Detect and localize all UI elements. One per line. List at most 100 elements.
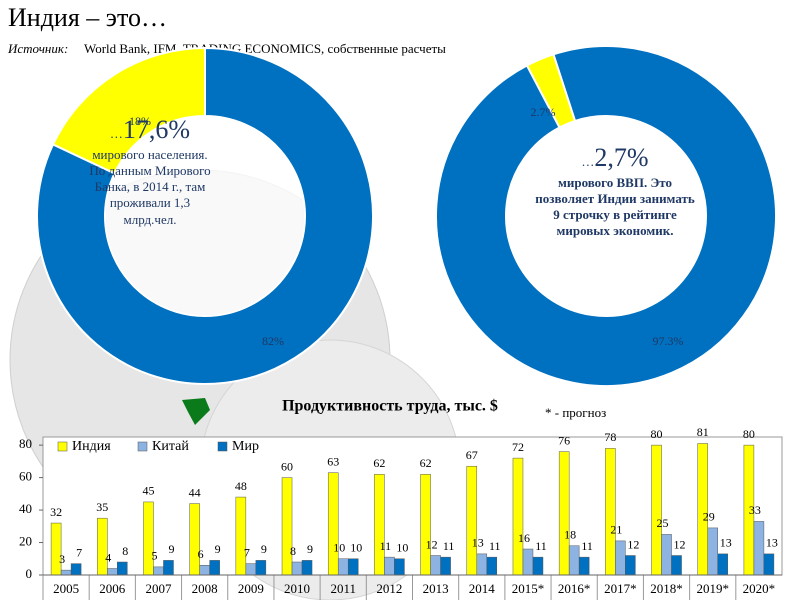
x-tick-label: 2013 <box>423 581 449 596</box>
x-tick-label: 2007 <box>145 581 172 596</box>
x-tick-label: 2015* <box>512 581 545 596</box>
value-label: 76 <box>558 433 570 447</box>
value-label: 11 <box>581 539 593 553</box>
value-label: 8 <box>290 544 296 558</box>
donut-hole <box>106 117 304 315</box>
bar <box>384 556 395 576</box>
value-label: 7 <box>244 545 250 559</box>
value-label: 78 <box>604 430 616 444</box>
bar <box>163 560 174 576</box>
value-label: 81 <box>697 425 709 439</box>
bar <box>625 555 636 576</box>
value-label: 9 <box>261 542 267 556</box>
bar <box>440 556 451 576</box>
value-label: 67 <box>466 448 478 462</box>
y-tick-label: 40 <box>19 501 32 516</box>
annotation-lead: … <box>581 154 595 169</box>
annotation-value: 2,7% <box>594 143 649 172</box>
x-tick-label: 2016* <box>558 581 591 596</box>
bar <box>199 565 210 576</box>
y-tick-label: 80 <box>19 436 32 451</box>
value-label: 12 <box>426 537 438 551</box>
bar <box>374 474 385 576</box>
value-label: 44 <box>189 485 201 499</box>
bar <box>153 566 164 576</box>
annotation: …2,7% мирового ВВП. Это позволяет Индии … <box>532 142 698 240</box>
value-label: 21 <box>610 523 622 537</box>
value-label: 5 <box>151 549 157 563</box>
value-label: 62 <box>373 456 385 470</box>
bar <box>651 444 662 576</box>
bar <box>532 556 544 576</box>
x-tick-label: 2005 <box>53 581 79 596</box>
bar <box>430 555 441 576</box>
annotation-text: мирового населения. По данным Мирового Б… <box>89 146 211 227</box>
donut-slice <box>36 46 374 385</box>
bar <box>347 558 359 576</box>
value-label: 12 <box>627 537 639 551</box>
legend-label: Мир <box>232 439 259 454</box>
bar <box>394 558 405 576</box>
bar <box>717 553 728 576</box>
source-label: Источник: <box>7 41 68 56</box>
x-tick-label: 2008 <box>192 581 218 596</box>
value-label: 29 <box>703 510 715 524</box>
legend-label: Китай <box>152 439 189 454</box>
value-label: 35 <box>96 500 108 514</box>
source: World Bank, IFM, TRADING ECONOMICS, собс… <box>84 41 446 56</box>
bar <box>301 560 313 576</box>
annotation-value: 17,6% <box>122 115 191 144</box>
bar <box>97 517 108 576</box>
bar <box>661 534 672 576</box>
slide-title: Индия – это… <box>8 3 167 32</box>
value-label: 18% <box>129 114 151 128</box>
bar <box>209 560 220 576</box>
bar <box>337 558 349 576</box>
legend-swatch <box>137 441 148 452</box>
india-shape <box>182 398 210 425</box>
legend-label: Индия <box>72 439 111 454</box>
bar <box>671 555 682 576</box>
value-label: 32 <box>50 505 62 519</box>
bar <box>235 496 247 576</box>
y-tick-label: 0 <box>26 566 33 581</box>
bar <box>578 556 590 576</box>
value-label: 13 <box>720 536 732 550</box>
bar <box>255 560 267 576</box>
value-label: 97.3% <box>653 334 684 348</box>
x-tick-label: 2018* <box>650 581 683 596</box>
bar <box>117 561 128 576</box>
value-label: 8 <box>122 544 128 558</box>
bar <box>327 472 339 576</box>
value-label: 9 <box>168 542 174 556</box>
value-label: 72 <box>512 440 524 454</box>
donut-hole <box>507 117 705 315</box>
bar <box>763 553 775 576</box>
value-label: 45 <box>142 484 154 498</box>
bar <box>60 569 72 576</box>
value-label: 3 <box>59 552 65 566</box>
bar <box>753 521 765 576</box>
value-label: 11 <box>489 539 501 553</box>
bar <box>486 556 498 576</box>
value-label: 11 <box>380 539 392 553</box>
x-tick-label: 2017* <box>604 581 637 596</box>
annotation: …17,6% мирового населения. По данным Мир… <box>86 114 214 228</box>
value-label: 9 <box>307 542 313 556</box>
bar <box>466 465 478 576</box>
bar <box>476 553 488 576</box>
x-tick-label: 2010 <box>284 581 310 596</box>
value-label: 63 <box>327 454 339 468</box>
annotation-text: мирового ВВП. Это позволяет Индии занима… <box>535 174 695 239</box>
bar <box>605 448 616 576</box>
bar <box>522 548 534 576</box>
bar <box>707 527 718 576</box>
legend-swatch <box>217 441 228 452</box>
value-label: 13 <box>766 536 778 550</box>
value-label: 48 <box>235 479 247 493</box>
bar <box>512 457 524 576</box>
y-tick-label: 60 <box>19 469 32 484</box>
value-label: 82% <box>262 334 284 348</box>
